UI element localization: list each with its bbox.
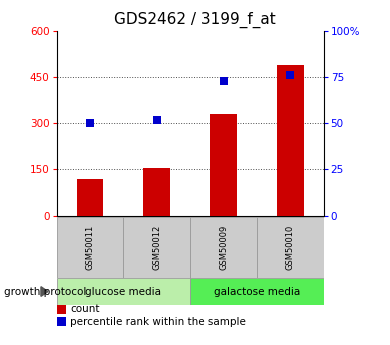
Bar <box>57 278 190 305</box>
Text: count: count <box>70 305 100 314</box>
Bar <box>190 217 257 278</box>
Point <box>220 78 227 83</box>
Bar <box>76 179 103 216</box>
Text: GSM50009: GSM50009 <box>219 225 228 270</box>
Text: galactose media: galactose media <box>214 287 300 296</box>
Text: GSM50010: GSM50010 <box>286 225 295 270</box>
Bar <box>144 168 170 216</box>
Text: GDS2462 / 3199_f_at: GDS2462 / 3199_f_at <box>114 12 276 28</box>
Bar <box>190 278 324 305</box>
Bar <box>123 217 190 278</box>
Text: growth protocol: growth protocol <box>4 287 86 296</box>
Text: percentile rank within the sample: percentile rank within the sample <box>70 317 246 326</box>
Text: GSM50012: GSM50012 <box>152 225 161 270</box>
Bar <box>257 217 324 278</box>
Bar <box>277 65 304 216</box>
Text: GSM50011: GSM50011 <box>85 225 94 270</box>
Point <box>287 72 293 78</box>
Text: glucose media: glucose media <box>85 287 161 296</box>
Bar <box>57 217 123 278</box>
Bar <box>210 114 237 216</box>
Point <box>87 121 93 126</box>
Point <box>154 117 160 122</box>
